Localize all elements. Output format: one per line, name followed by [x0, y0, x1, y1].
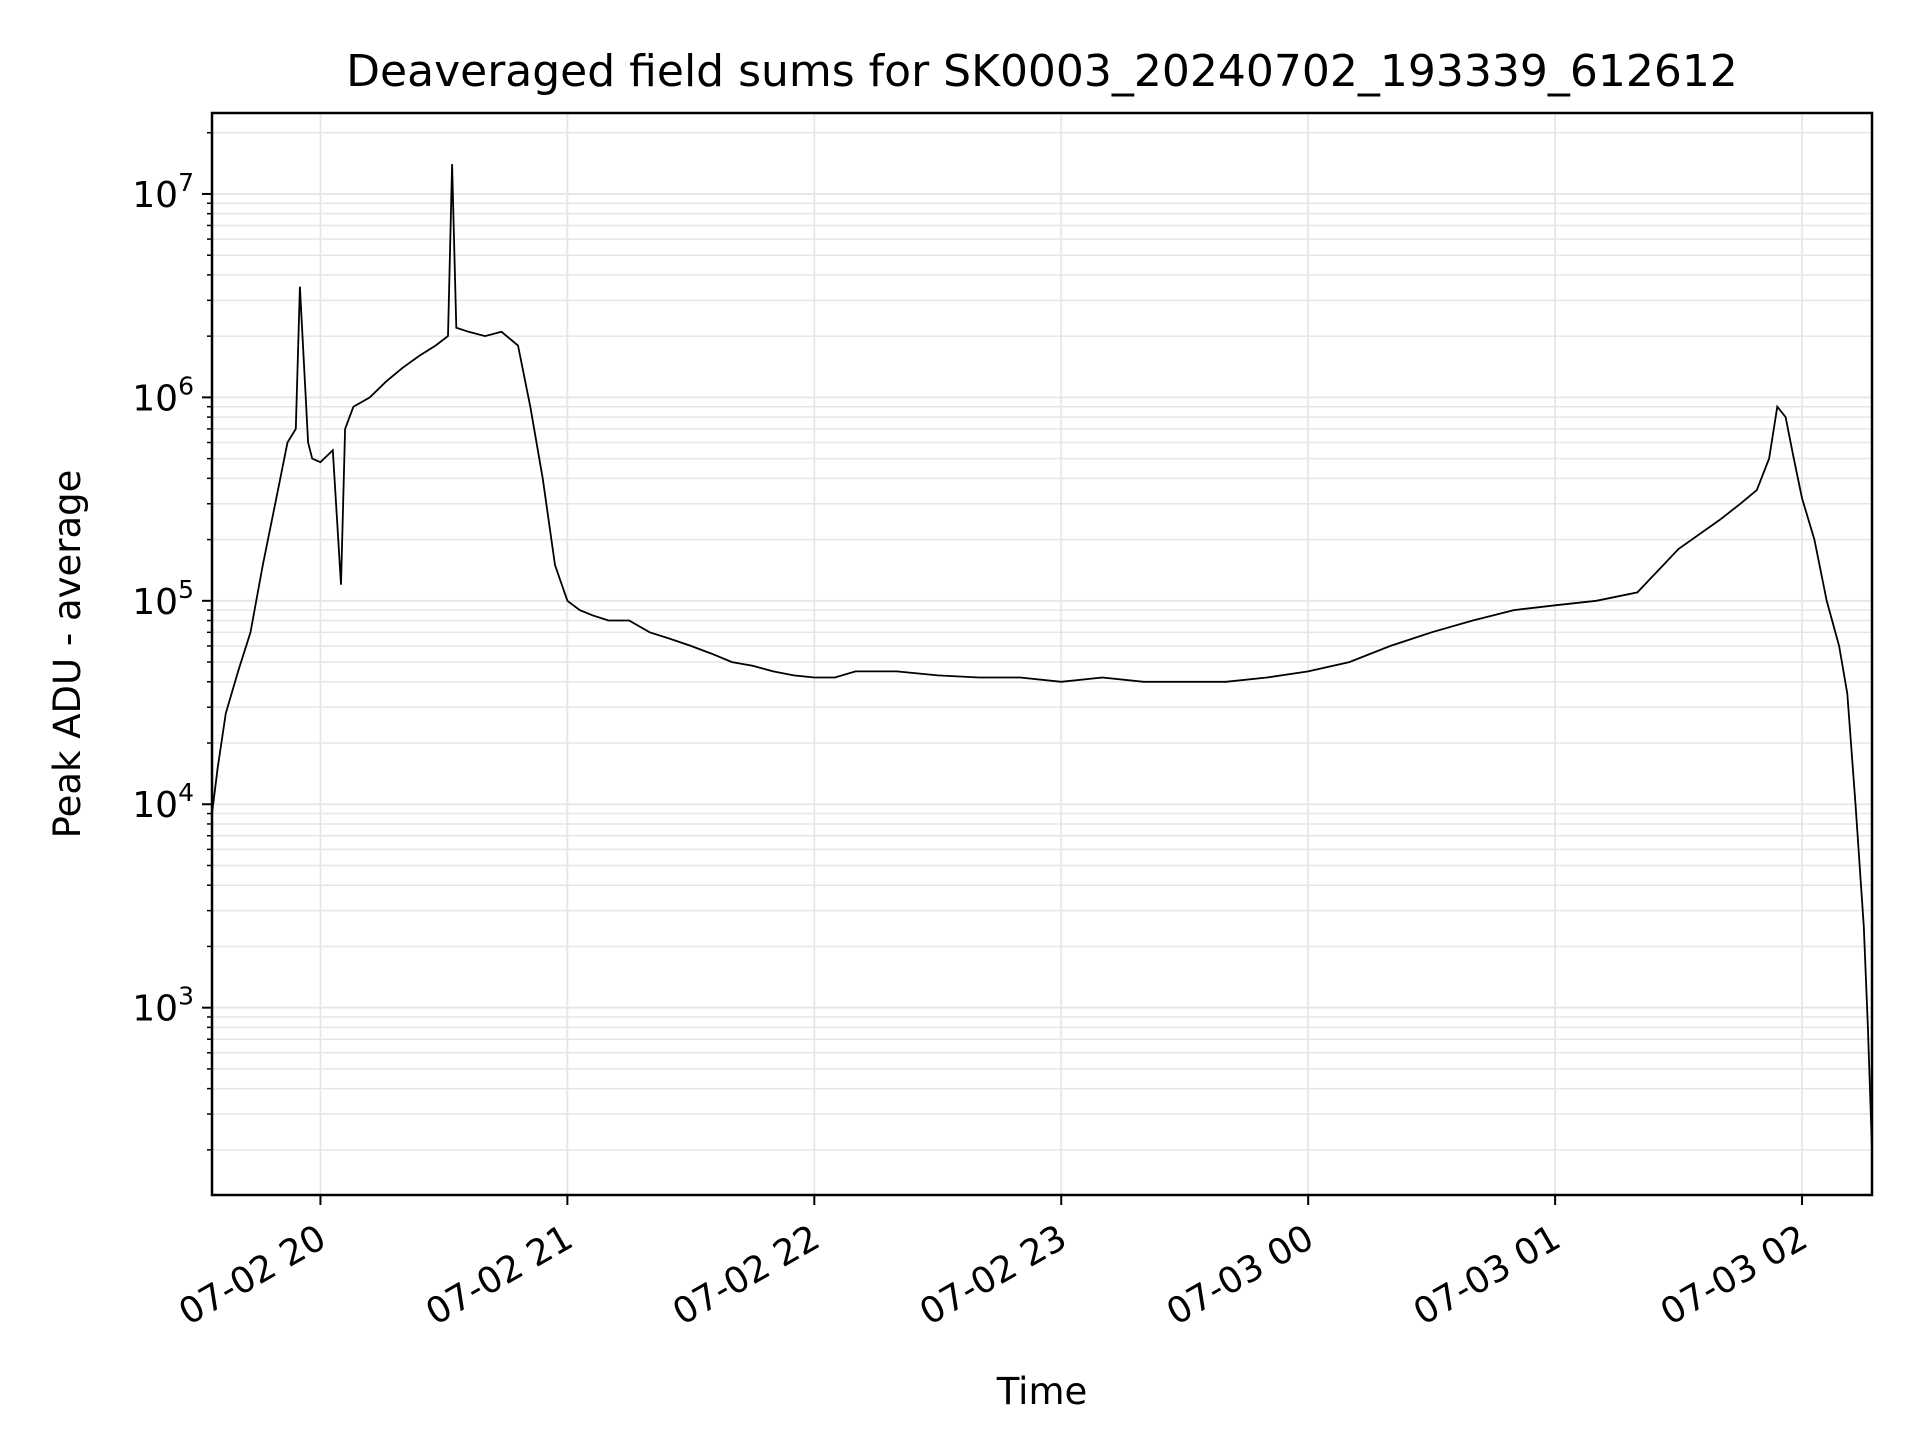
y-tick-label: 105	[132, 575, 194, 623]
plot-area	[210, 111, 1874, 1197]
y-axis-label: Peak ADU - average	[46, 470, 89, 839]
y-tick-label: 104	[132, 778, 194, 826]
grid-lines	[212, 113, 1872, 1195]
x-axis-label: Time	[996, 1370, 1088, 1413]
y-tick-label: 107	[132, 168, 194, 216]
y-tick-label: 106	[132, 371, 194, 419]
y-tick-label: 103	[132, 982, 194, 1030]
chart-title: Deaveraged field sums for SK0003_2024070…	[346, 46, 1738, 97]
y-axis-ticks: 103 104 105 106 107	[132, 131, 212, 1151]
series-line	[211, 164, 1873, 1150]
plot-frame	[210, 111, 1874, 1197]
